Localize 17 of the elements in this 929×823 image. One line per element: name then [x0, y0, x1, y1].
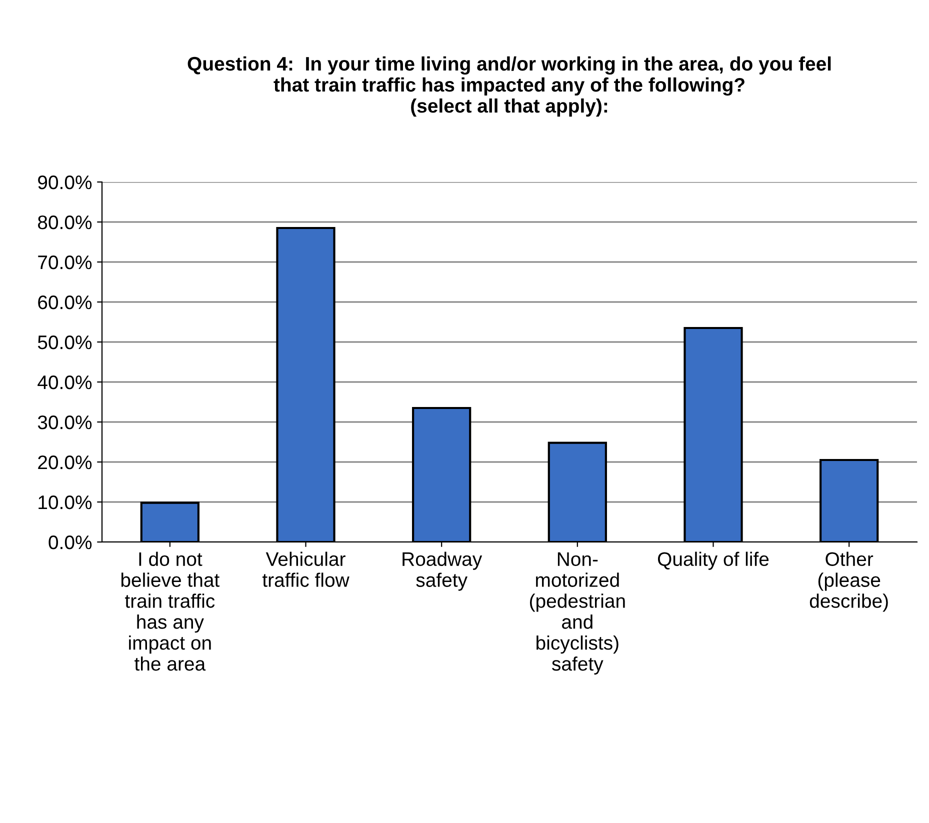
chart-title: Question 4: In your time living and/or working in the area, do you feel that train traffic has impacted any of the following? (select all that apply): [188, 56, 831, 117]
y-tick-label: 30.0% [38, 415, 92, 430]
x-tick-label: Other (please describe) [810, 552, 888, 612]
y-tick-label: 40.0% [38, 375, 92, 390]
y-tick-label: 10.0% [38, 495, 92, 510]
x-tick-label: I do not believe that train traffic has any impact on the area [121, 552, 220, 671]
y-tick-label: 90.0% [38, 175, 92, 190]
y-tick-label: 0.0% [48, 535, 92, 550]
x-tick-label: Vehicular traffic flow [262, 552, 350, 587]
y-tick-label: 80.0% [38, 215, 92, 230]
x-tick-label: Quality of life [658, 552, 769, 570]
y-tick-label: 60.0% [38, 295, 92, 310]
y-tick-label: 50.0% [38, 335, 92, 350]
y-tick-label: 70.0% [38, 255, 92, 270]
x-tick-label: Non- motorized (pedestrian and bicyclists) safety [530, 552, 625, 675]
x-tick-label: Roadway safety [402, 552, 482, 591]
y-tick-label: 20.0% [38, 455, 92, 470]
